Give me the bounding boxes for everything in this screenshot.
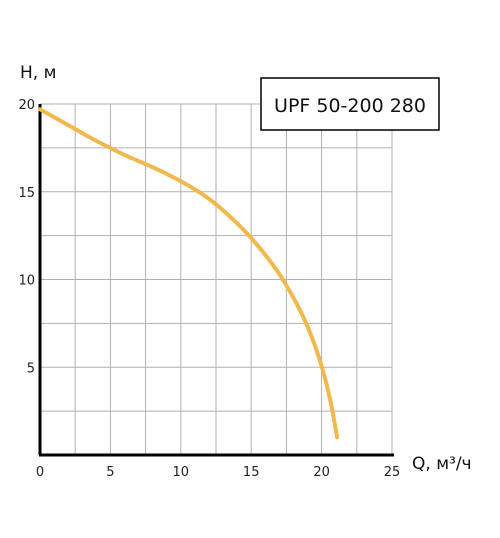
legend-label: UPF 50-200 280 <box>274 95 426 117</box>
x-tick-label: 0 <box>36 465 44 480</box>
axes <box>38 104 394 457</box>
tick-labels: 0 5 10 15 20 25 5 10 15 20 <box>18 98 400 480</box>
legend-box <box>260 77 440 131</box>
y-axis-label: H, м <box>20 63 56 83</box>
series-line <box>38 107 340 440</box>
x-tick-label: 15 <box>243 465 260 480</box>
y-tick-label: 10 <box>18 274 35 289</box>
x-tick-label: 20 <box>313 465 330 480</box>
y-tick-label: 20 <box>18 98 35 113</box>
x-tick-label: 25 <box>384 465 401 480</box>
x-tick-label: 10 <box>173 465 190 480</box>
y-tick-label: 5 <box>27 361 35 376</box>
grid <box>40 103 393 455</box>
x-tick-label: 5 <box>106 465 114 480</box>
legend: UPF 50-200 280 <box>260 77 440 131</box>
y-tick-label: 15 <box>18 186 35 201</box>
x-axis-label: Q, м³/ч <box>412 454 472 474</box>
